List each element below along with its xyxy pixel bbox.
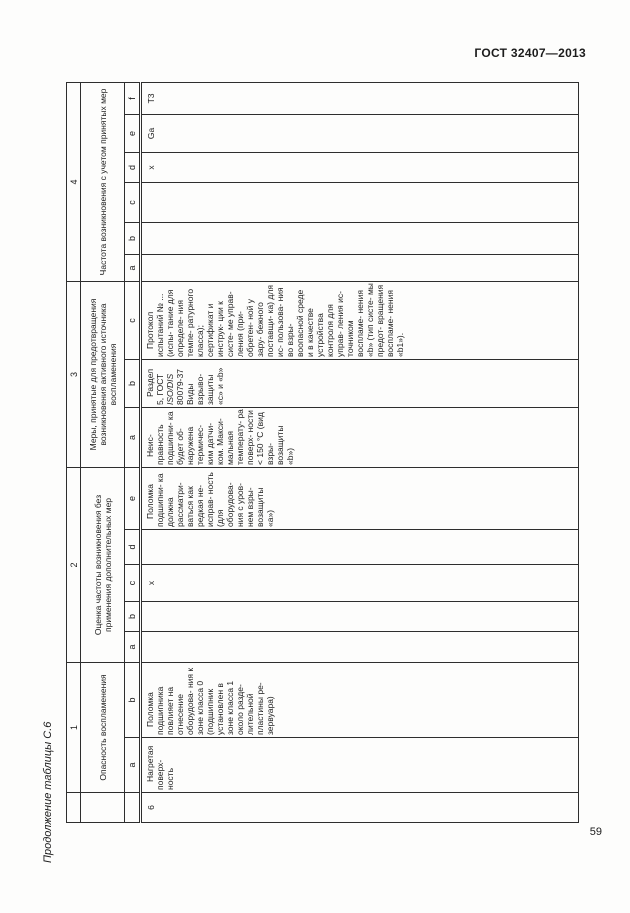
cell-3b-line2: 80079-37 Виды взрыво- защиты «с» и «b» — [175, 367, 225, 405]
letter-3b: b — [124, 359, 141, 408]
letter-3c: c — [124, 281, 141, 360]
rownum-col-title-cell — [80, 792, 125, 823]
group2-number: 2 — [66, 467, 81, 663]
cell-3b-standard-ref: ISO/DIS — [165, 373, 175, 405]
cell-2d — [140, 529, 579, 565]
letter-3a: a — [124, 407, 141, 468]
cell-2e-text: Поломка подшипни- ка должна рассматри- в… — [145, 472, 275, 527]
cell-3a: Неис- правность подшипни- ка будет об- н… — [140, 407, 579, 468]
rownum-col-number-cell — [66, 792, 81, 823]
letter-2e: e — [124, 467, 141, 530]
group3-number: 3 — [66, 281, 81, 468]
group4-number: 4 — [66, 82, 81, 282]
letter-2c: c — [124, 564, 141, 602]
cell-4c — [140, 182, 579, 223]
cell-row-number: 6 — [140, 792, 579, 823]
column-title-row: Опасность воспламенения Оценка частоты в… — [80, 82, 125, 823]
letter-1b: b — [124, 662, 141, 738]
letter-4a: a — [124, 254, 141, 282]
cell-2a — [140, 631, 579, 663]
cell-1b-text: Поломка подшипника повлияет на отнесение… — [145, 667, 275, 735]
rotated-table-area: Продолжение таблицы С.6 1 2 3 4 — [40, 82, 579, 870]
group4-title: Частота возникновения с учетом принятых … — [80, 82, 125, 282]
letter-4d: d — [124, 152, 141, 183]
cell-1a: Нагретая поверх- ность — [140, 737, 579, 793]
letter-2d: d — [124, 529, 141, 565]
group1-title: Опасность воспламенения — [80, 662, 125, 793]
cell-3b-line1: Раздел 5, ГОСТ — [145, 368, 165, 405]
cell-4d: х — [140, 152, 579, 183]
group1-number: 1 — [66, 662, 81, 793]
cell-3a-text: Неис- правность подшипни- ка будет об- н… — [145, 409, 295, 465]
cell-4b — [140, 222, 579, 255]
cell-2b — [140, 601, 579, 632]
cell-4f: Т3 — [140, 82, 579, 115]
letter-2b: b — [124, 601, 141, 632]
letter-4c: c — [124, 182, 141, 223]
rownum-col-letter-cell — [124, 792, 141, 823]
cell-3c: Протокол испытаний № ... (испы- тание дл… — [140, 281, 579, 360]
group3-title: Меры, принятые для предотвращения возник… — [80, 281, 125, 468]
table-row: 6 Нагретая поверх- ность Поломка подшипн… — [140, 82, 579, 823]
letter-4f: f — [124, 82, 141, 115]
cell-3c-text: Протокол испытаний № ... (испы- тание дл… — [145, 283, 405, 357]
document-reference: ГОСТ 32407—2013 — [474, 46, 586, 60]
cell-2c: х — [140, 564, 579, 602]
continuation-table-c6: 1 2 3 4 Опасность воспламенения Оценка ч… — [66, 82, 579, 823]
cell-2e: Поломка подшипни- ка должна рассматри- в… — [140, 467, 579, 530]
page-number: 59 — [589, 826, 602, 838]
letter-4e: e — [124, 114, 141, 153]
cell-1a-text: Нагретая поверх- ность — [145, 745, 175, 790]
group2-title: Оценка частоты возникновения без примене… — [80, 467, 125, 663]
table-caption: Продолжение таблицы С.6 — [42, 721, 54, 863]
rotated-content: Продолжение таблицы С.6 1 2 3 4 — [40, 82, 579, 870]
cell-3b: Раздел 5, ГОСТ ISO/DIS 80079-37 Виды взр… — [140, 359, 579, 408]
cell-1b: Поломка подшипника повлияет на отнесение… — [140, 662, 579, 738]
column-number-row: 1 2 3 4 — [66, 82, 81, 823]
letter-1a: a — [124, 737, 141, 793]
letter-4b: b — [124, 222, 141, 255]
cell-4e: Ga — [140, 114, 579, 153]
cell-4a — [140, 254, 579, 282]
letter-2a: a — [124, 631, 141, 663]
cell-3b-text: Раздел 5, ГОСТ ISO/DIS 80079-37 Виды взр… — [142, 360, 225, 407]
subcolumn-letter-row: a b a b c d e a b c a b c d e f — [124, 82, 141, 823]
